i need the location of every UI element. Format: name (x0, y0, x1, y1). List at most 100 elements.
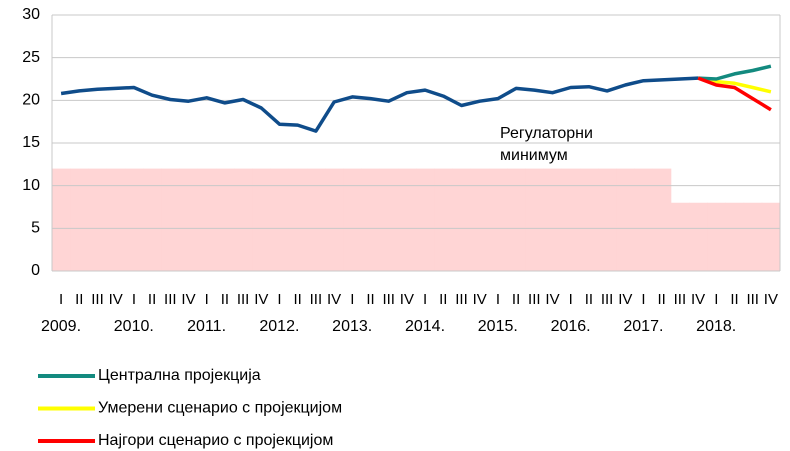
x-tick-label: I (569, 291, 573, 308)
regulatory-minimum (725, 202, 745, 271)
regulatory-minimum (579, 168, 599, 271)
x-tick-label: II (658, 291, 666, 308)
regulatory-minimum (343, 168, 362, 271)
regulatory-minimum (197, 168, 217, 271)
regulatory-minimum (288, 168, 308, 271)
regulatory-minimum (761, 202, 781, 271)
regulatory-minimum (106, 168, 126, 271)
regulatory-minimum (161, 168, 180, 271)
x-tick-label: III (528, 291, 541, 308)
series-line (60, 76, 699, 133)
x-tick-label: I (496, 291, 500, 308)
x-tick-label: I (59, 291, 63, 308)
series-line (698, 64, 772, 81)
x-tick-label: II (512, 291, 520, 308)
legend-label: Централна пројекција (98, 367, 261, 384)
legend-label: Најгори сценарио с пројекцијом (98, 432, 333, 449)
regulatory-minimum (743, 202, 763, 271)
x-tick-label: II (75, 291, 83, 308)
x-tick-label: IV (181, 291, 195, 308)
year-label: 2013. (332, 318, 372, 335)
regulatory-minimum (434, 168, 453, 271)
regulatory-minimum (652, 168, 672, 271)
regulatory-minimum (88, 168, 108, 271)
y-tick-label: 15 (22, 134, 40, 151)
x-tick-label: I (423, 291, 427, 308)
year-label: 2014. (405, 318, 445, 335)
x-tick-label: II (730, 291, 738, 308)
regulatory-minimum (616, 168, 635, 271)
x-tick-label: II (585, 291, 593, 308)
regulatory-minimum (179, 168, 199, 271)
x-tick-label: IV (400, 291, 414, 308)
x-tick-label: II (439, 291, 447, 308)
regulatory-minimum (124, 168, 144, 271)
regulatory-minimum (397, 168, 417, 271)
regulatory-minimum (488, 168, 508, 271)
regulatory-minimum (379, 168, 399, 271)
regulatory-minimum (525, 168, 544, 271)
x-tick-label: I (350, 291, 354, 308)
year-label: 2018. (696, 318, 736, 335)
x-tick-label: II (148, 291, 156, 308)
regulatory-minimum (634, 168, 654, 271)
x-tick-label: III (455, 291, 468, 308)
regulatory-minimum (143, 168, 162, 271)
y-tick-label: 20 (22, 92, 40, 109)
x-tick-label: I (132, 291, 136, 308)
x-tick-label: II (366, 291, 374, 308)
regulatory-minimum (452, 168, 472, 271)
regulatory-minimum (361, 168, 381, 271)
regulatory-minimum (598, 168, 617, 271)
x-tick-label: IV (618, 291, 632, 308)
regulatory-minimum (306, 168, 326, 271)
x-tick-label: I (641, 291, 645, 308)
regulatory-minimum (670, 202, 690, 271)
area-label: Регулаторни (500, 125, 593, 142)
x-tick-label: III (746, 291, 759, 308)
year-label: 2010. (114, 318, 154, 335)
y-tick-label: 10 (22, 177, 40, 194)
year-label: 2016. (551, 318, 591, 335)
regulatory-minimum (70, 168, 89, 271)
regulatory-minimum (561, 168, 581, 271)
x-tick-label: IV (473, 291, 487, 308)
x-tick-label: IV (109, 291, 123, 308)
x-tick-label: III (310, 291, 323, 308)
x-tick-label: III (91, 291, 104, 308)
y-tick-label: 5 (31, 220, 40, 237)
x-tick-label: IV (691, 291, 705, 308)
regulatory-minimum (270, 168, 290, 271)
y-tick-label: 0 (31, 262, 40, 279)
y-tick-label: 30 (22, 6, 40, 23)
area-label: минимум (500, 147, 568, 164)
year-label: 2012. (259, 318, 299, 335)
regulatory-minimum (470, 168, 490, 271)
x-tick-label: III (601, 291, 614, 308)
year-label: 2015. (478, 318, 518, 335)
x-tick-label: III (674, 291, 687, 308)
x-tick-label: IV (254, 291, 268, 308)
x-tick-label: II (221, 291, 229, 308)
regulatory-minimum (416, 168, 435, 271)
x-tick-label: III (382, 291, 395, 308)
x-tick-label: I (714, 291, 718, 308)
x-tick-label: II (294, 291, 302, 308)
x-tick-label: IV (764, 291, 778, 308)
x-tick-label: III (237, 291, 250, 308)
x-tick-label: I (277, 291, 281, 308)
regulatory-minimum (234, 168, 253, 271)
regulatory-minimum (707, 202, 726, 271)
regulatory-minimum (52, 168, 71, 271)
year-label: 2017. (623, 318, 663, 335)
regulatory-minimum (543, 168, 563, 271)
y-tick-label: 25 (22, 49, 40, 66)
year-label: 2011. (187, 318, 226, 335)
x-tick-label: IV (327, 291, 341, 308)
x-tick-label: IV (545, 291, 559, 308)
regulatory-minimum (215, 168, 235, 271)
x-tick-label: III (164, 291, 177, 308)
regulatory-minimum (507, 168, 526, 271)
legend-label: Умерени сценарио с пројекцијом (98, 400, 342, 417)
